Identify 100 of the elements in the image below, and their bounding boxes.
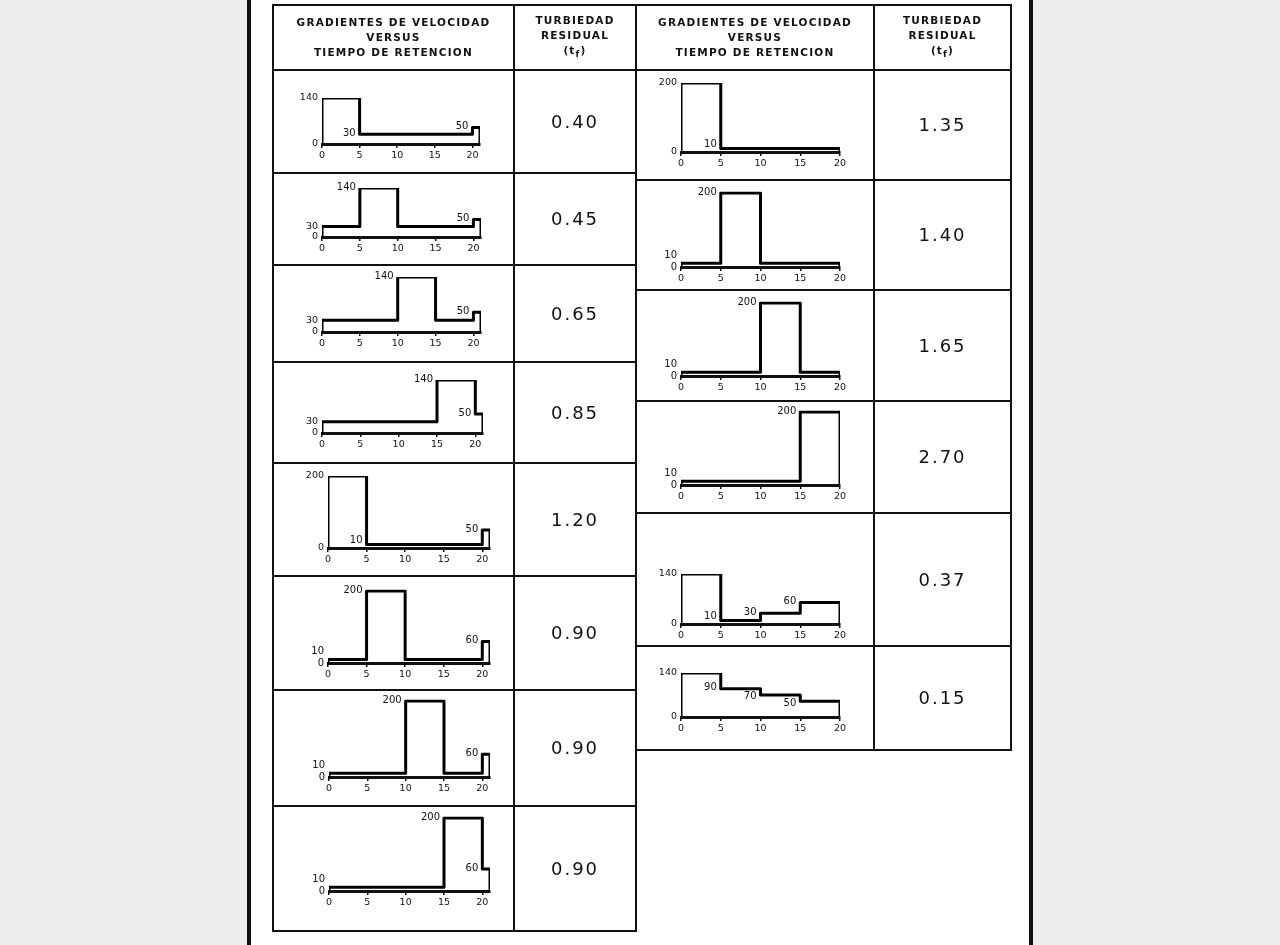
x-tick-label: 0 (324, 668, 332, 680)
x-tick-label: 10 (391, 149, 404, 161)
data-label: 10 (704, 137, 717, 149)
x-tick-label: 20 (833, 490, 847, 502)
x-tick-label: 0 (324, 553, 332, 565)
y-tick-label: 0 (311, 137, 318, 149)
x-tick-label: 10 (754, 722, 767, 734)
text: 0.37 (918, 568, 967, 591)
data-label: 50 (458, 406, 472, 418)
x-tick-label: 5 (357, 438, 364, 450)
text: 1.35 (918, 114, 967, 136)
x-tick-label: 10 (754, 629, 767, 641)
x-tick-label: 10 (399, 668, 412, 680)
data-label: 90 (704, 681, 717, 693)
annotation: 200 (382, 693, 402, 705)
annotation: 10 (312, 872, 325, 884)
data-label: 140 (413, 372, 433, 384)
data-label: 50 (455, 119, 469, 131)
y-tick-label: 30 (305, 219, 318, 231)
data-label: 50 (465, 522, 479, 534)
annotation: 200 (697, 185, 717, 197)
x-tick-label: 5 (363, 668, 370, 680)
x-tick-label: 20 (833, 629, 847, 641)
x-tick-label: 0 (325, 896, 333, 908)
annotation: 60 (465, 746, 479, 758)
x-tick-label: 5 (364, 896, 371, 908)
data-label: 50 (456, 212, 470, 224)
y-tick-label: 30 (305, 313, 318, 325)
x-tick-label: 15 (794, 157, 807, 169)
text: 0.45 (550, 208, 600, 230)
x-tick-label: 20 (467, 242, 480, 254)
x-tick-label: 10 (399, 553, 412, 565)
text: 1.65 (918, 334, 967, 357)
x-tick-label: 15 (429, 337, 442, 349)
text: 0.85 (550, 401, 600, 424)
x-tick-label: 15 (794, 629, 807, 641)
data-label: 10 (349, 533, 363, 545)
x-tick-label: 5 (363, 553, 370, 565)
x-tick-label: 20 (476, 782, 489, 794)
x-tick-label: 5 (364, 782, 371, 794)
annotation: 10 (664, 466, 677, 478)
x-tick-label: 5 (717, 722, 724, 734)
text: TURBIEDAD RESIDUAL (t$_{f}$) (535, 12, 615, 62)
x-tick-label: 5 (356, 149, 363, 161)
y-tick-label: 0 (670, 710, 677, 722)
x-tick-label: 5 (717, 381, 724, 393)
y-tick-label: 30 (305, 415, 318, 427)
y-tick-label: 0 (311, 426, 318, 438)
x-tick-label: 10 (754, 157, 767, 169)
text: 1.20 (550, 508, 600, 531)
x-tick-label: 15 (429, 242, 442, 254)
text: 2.70 (918, 446, 967, 468)
annotation: 200 (777, 404, 797, 416)
annotation: 60 (465, 633, 479, 645)
x-tick-label: 20 (466, 149, 479, 161)
data-label: 30 (342, 126, 356, 138)
annotation: 200 (737, 295, 757, 307)
x-tick-label: 10 (392, 438, 405, 450)
x-tick-label: 5 (356, 242, 363, 254)
x-tick-label: 10 (391, 242, 404, 254)
annotation: 10 (312, 758, 325, 770)
x-tick-label: 20 (476, 668, 489, 680)
x-tick-label: 10 (399, 782, 412, 794)
x-tick-label: 15 (430, 438, 444, 450)
text: 0.65 (550, 302, 600, 325)
y-tick-label: 200 (305, 469, 324, 481)
x-tick-label: 15 (794, 272, 807, 284)
annotation: 10 (664, 357, 677, 369)
data-label: 60 (783, 595, 797, 607)
x-tick-label: 5 (356, 337, 363, 349)
annotation: 200 (343, 583, 363, 595)
x-tick-label: 20 (833, 272, 847, 284)
text: GRADIENTES DE VELOCIDAD VERSUS TIEMPO DE RETENCION (296, 15, 491, 60)
x-tick-label: 10 (391, 337, 404, 349)
text: GRADIENTES DE VELOCIDAD VERSUS TIEMPO DE RETENCION (658, 15, 852, 60)
x-tick-label: 20 (476, 553, 489, 565)
x-tick-label: 10 (399, 896, 412, 908)
y-tick-label: 0 (311, 325, 318, 337)
text: 1.40 (918, 224, 967, 246)
x-tick-label: 20 (476, 896, 489, 908)
y-tick-label: 140 (658, 666, 677, 678)
y-tick-label: 140 (658, 567, 677, 579)
text: 0.90 (550, 622, 600, 644)
data-label: 10 (704, 609, 717, 621)
x-tick-label: 5 (717, 490, 724, 502)
data-label: 140 (336, 180, 356, 192)
y-tick-label: 0 (311, 230, 318, 242)
data-label: 140 (374, 269, 394, 281)
x-tick-label: 15 (794, 381, 807, 393)
text: 0.90 (550, 857, 600, 880)
data-label: 50 (783, 696, 797, 708)
x-tick-label: 10 (754, 381, 767, 393)
x-tick-label: 20 (833, 157, 847, 169)
x-tick-label: 10 (754, 272, 767, 284)
x-tick-label: 5 (717, 157, 724, 169)
data-label: 50 (456, 304, 470, 316)
data-label: 70 (743, 690, 757, 702)
x-tick-label: 15 (794, 722, 807, 734)
x-tick-label: 20 (833, 381, 847, 393)
x-tick-label: 15 (437, 553, 450, 565)
